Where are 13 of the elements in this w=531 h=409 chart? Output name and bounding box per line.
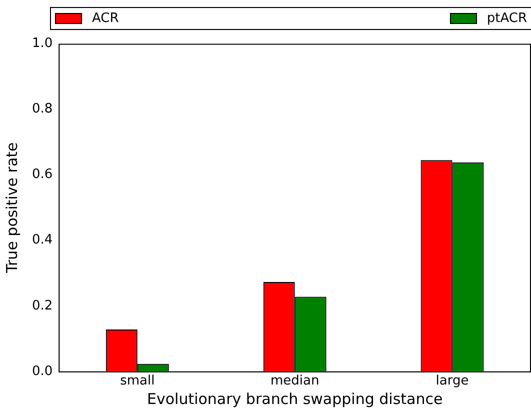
x-tick-label: median — [270, 374, 320, 389]
y-tick-label: 1.0 — [32, 36, 53, 52]
y-axis-title: True positive rate — [2, 142, 21, 274]
x-tick-label: large — [436, 374, 469, 389]
y-tick-label: 0.8 — [32, 102, 53, 117]
y-tick-label: 0.6 — [32, 167, 53, 182]
y-tick-label: 0.0 — [32, 364, 53, 379]
y-tick-label: 0.2 — [32, 298, 53, 314]
legend-label: ptACR — [486, 11, 527, 26]
x-tick-label: small — [120, 374, 155, 389]
x-axis-title: Evolutionary branch swapping distance — [146, 390, 443, 408]
y-tick-label: 0.4 — [32, 232, 53, 248]
legend-label: ACR — [92, 11, 119, 26]
